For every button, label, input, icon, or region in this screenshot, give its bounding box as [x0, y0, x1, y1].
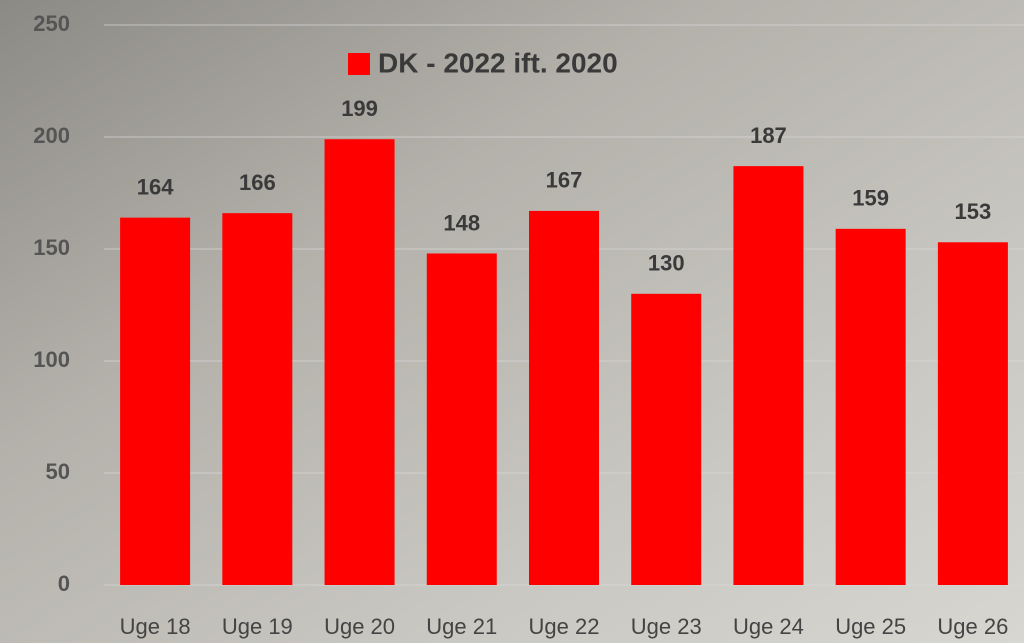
x-tick-label: Uge 18 [120, 614, 191, 639]
value-label: 167 [546, 168, 583, 193]
legend-label: DK - 2022 ift. 2020 [378, 47, 618, 78]
bar [631, 294, 701, 585]
y-tick-label: 50 [46, 459, 70, 484]
bar [836, 229, 906, 585]
legend-swatch [348, 53, 370, 75]
x-tick-label: Uge 24 [733, 614, 804, 639]
y-tick-label: 250 [33, 11, 70, 36]
chart: DK - 2022 ift. 2020 0 50 100 150 200 250 Uge 1… [0, 0, 1024, 643]
value-label: 153 [955, 199, 992, 224]
y-tick-label: 100 [33, 347, 70, 372]
x-tick-label: Uge 22 [529, 614, 600, 639]
bar [938, 242, 1008, 585]
bar [222, 213, 292, 585]
bar [733, 166, 803, 585]
x-tick-label: Uge 21 [426, 614, 497, 639]
bar [325, 139, 395, 585]
x-tick-label: Uge 20 [324, 614, 395, 639]
value-label: 164 [137, 174, 174, 199]
bar [529, 211, 599, 585]
x-tick-label: Uge 26 [937, 614, 1008, 639]
value-label: 187 [750, 123, 787, 148]
bar [427, 253, 497, 585]
legend: DK - 2022 ift. 2020 [348, 47, 618, 78]
value-label: 130 [648, 251, 685, 276]
x-tick-label: Uge 25 [835, 614, 906, 639]
value-label: 159 [852, 186, 889, 211]
y-tick-label: 200 [33, 123, 70, 148]
x-tick-label: Uge 19 [222, 614, 293, 639]
y-tick-label: 150 [33, 235, 70, 260]
value-label: 199 [341, 96, 378, 121]
bar [120, 218, 190, 585]
value-label: 148 [443, 210, 480, 235]
y-tick-label: 0 [58, 571, 70, 596]
x-tick-label: Uge 23 [631, 614, 702, 639]
value-label: 166 [239, 170, 276, 195]
